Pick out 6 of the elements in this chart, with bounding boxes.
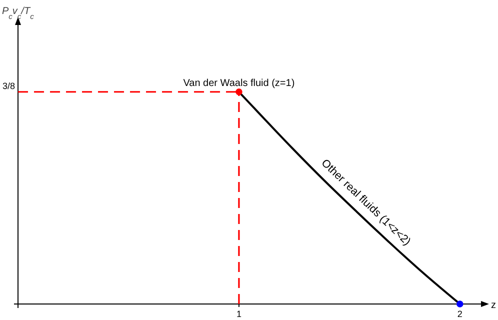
annotation: 3/8 bbox=[2, 80, 15, 91]
x-axis-title: z bbox=[491, 300, 496, 311]
annotation: Van der Waals fluid (z=1) bbox=[183, 78, 295, 89]
x-tick-label: 2 bbox=[457, 309, 462, 319]
text: P$_{c}$v$_{c}$/T$_{c}$ bbox=[2, 6, 34, 20]
x-tick-label: 1 bbox=[236, 309, 242, 319]
